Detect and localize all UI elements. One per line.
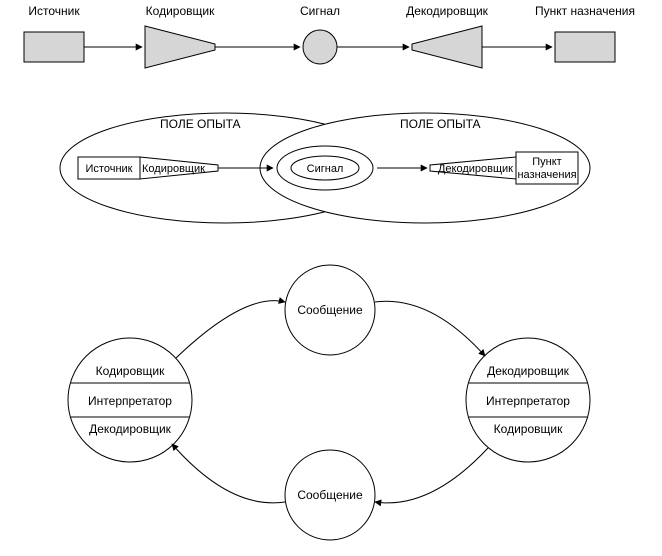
osgood-model: Кодировщик Интерпретатор Декодировщик Де… (68, 265, 590, 540)
right-line-3: Кодировщик (494, 422, 563, 436)
arc-left-top (176, 301, 285, 358)
linear-flow: Источник Кодировщик Сигнал Декодировщик … (24, 4, 635, 68)
dst-node (555, 32, 615, 62)
left-line-3: Декодировщик (89, 422, 172, 436)
field-label-right: ПОЛЕ ОПЫТА (400, 117, 481, 131)
left-line-2: Интерпретатор (88, 394, 172, 408)
dst-label: Пункт назначения (535, 4, 635, 18)
sig2-label: Сигнал (307, 163, 344, 175)
right-line-1: Декодировщик (487, 364, 570, 378)
dec-node (412, 26, 482, 68)
bottom-msg-label: Сообщение (297, 488, 363, 502)
top-msg-label: Сообщение (297, 303, 363, 317)
src-node (24, 32, 84, 62)
right-line-2: Интерпретатор (486, 394, 570, 408)
venn-flow: ПОЛЕ ОПЫТА ПОЛЕ ОПЫТА Источник Кодировщи… (60, 113, 590, 223)
src-label: Источник (28, 4, 80, 18)
sig-label: Сигнал (300, 4, 340, 18)
dst2-label-1: Пункт (532, 156, 561, 168)
dec2-label: Декодировщик (438, 163, 513, 175)
src2-label: Источник (86, 163, 133, 175)
arc-bottom-left (172, 444, 285, 503)
enc-label: Кодировщик (146, 4, 215, 18)
enc-node (145, 26, 215, 68)
dst2-label-2: назначения (517, 169, 576, 181)
enc2-label: Кодировщик (142, 163, 205, 175)
dec-label: Декодировщик (406, 4, 489, 18)
arc-top-right (375, 301, 485, 356)
arc-right-bottom (375, 448, 488, 503)
sig-node (303, 30, 337, 64)
field-label-left: ПОЛЕ ОПЫТА (160, 117, 241, 131)
left-line-1: Кодировщик (96, 364, 165, 378)
